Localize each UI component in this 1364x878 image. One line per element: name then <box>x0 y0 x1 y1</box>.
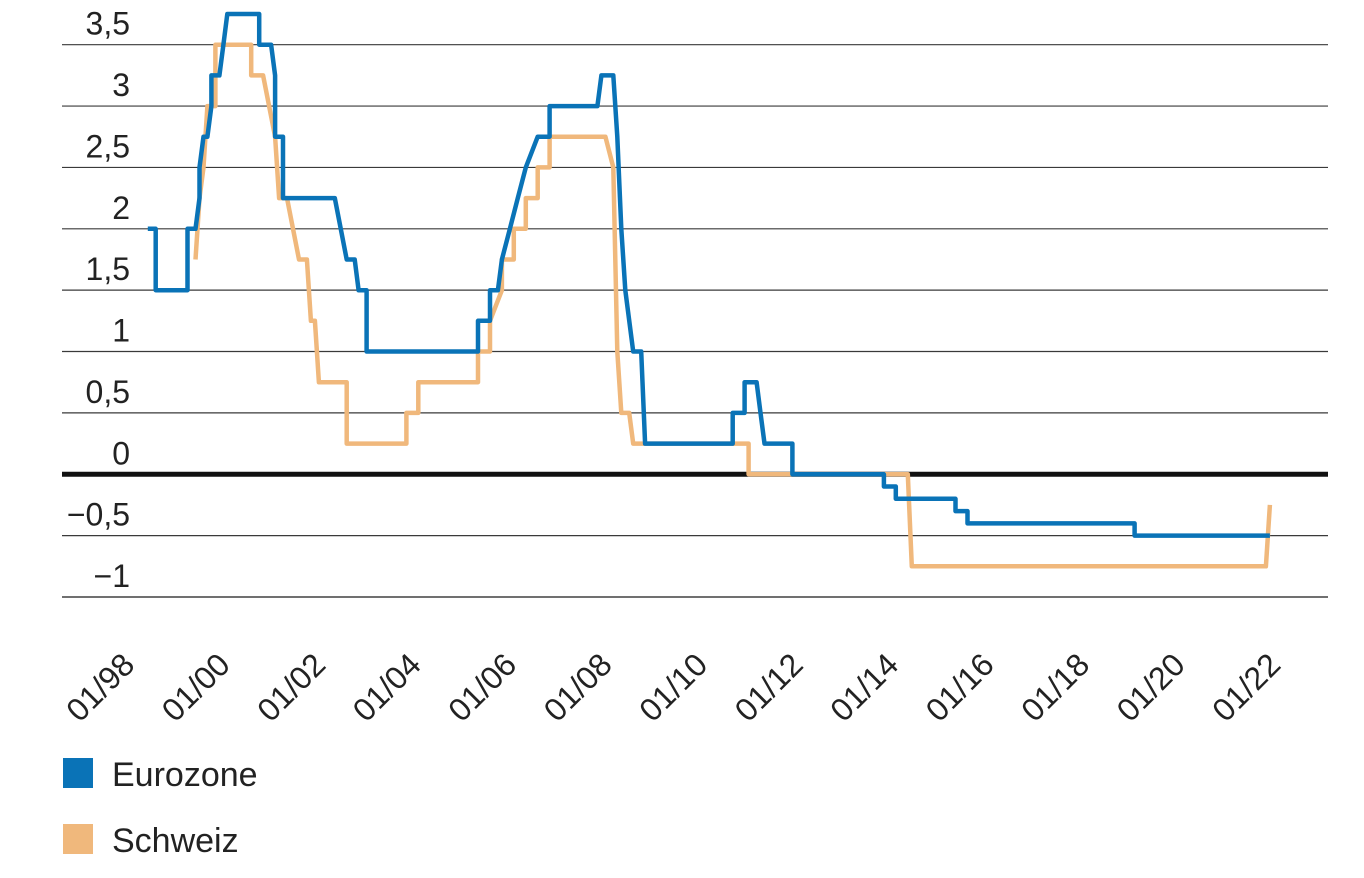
x-tick-label: 01/10 <box>632 646 714 728</box>
legend-label-schweiz: Schweiz <box>112 822 239 860</box>
x-tick-label: 01/18 <box>1014 646 1096 728</box>
x-tick-label: 01/98 <box>59 646 141 728</box>
x-tick-label: 01/08 <box>537 646 619 728</box>
y-tick-label: 1 <box>112 313 130 349</box>
y-tick-label: −0,5 <box>67 497 130 533</box>
x-tick-label: 01/04 <box>346 646 428 728</box>
x-tick-label: 01/22 <box>1205 646 1287 728</box>
y-tick-label: 0 <box>112 435 130 471</box>
x-tick-label: 01/14 <box>823 646 905 728</box>
y-axis-ticks: 3,5 3 2,5 2 1,5 1 0,5 0 −0,5 −1 <box>67 6 130 594</box>
x-tick-label: 01/06 <box>441 646 523 728</box>
x-tick-label: 01/20 <box>1110 646 1192 728</box>
x-tick-label: 01/16 <box>919 646 1001 728</box>
x-tick-label: 01/12 <box>728 646 810 728</box>
grid-lines <box>62 44 1328 598</box>
y-tick-label: 1,5 <box>86 251 130 287</box>
y-tick-label: 3 <box>112 67 130 103</box>
legend-swatch-eurozone <box>63 758 93 788</box>
y-tick-label: 0,5 <box>86 374 130 410</box>
series-line-eurozone <box>147 11 1270 538</box>
y-tick-label: 2 <box>112 190 130 226</box>
legend-swatch-schweiz <box>63 824 93 854</box>
y-tick-label: 3,5 <box>86 6 130 42</box>
series-lines <box>147 11 1273 569</box>
legend: Eurozone Schweiz <box>63 756 258 860</box>
x-axis-ticks: 01/98 01/00 01/02 01/04 01/06 01/08 01/10 01/12… <box>59 646 1287 728</box>
legend-label-eurozone: Eurozone <box>112 756 258 794</box>
x-tick-label: 01/00 <box>155 646 237 728</box>
series-line-schweiz <box>193 42 1273 569</box>
y-tick-label: −1 <box>94 558 130 594</box>
y-tick-label: 2,5 <box>86 128 130 164</box>
x-tick-label: 01/02 <box>250 646 332 728</box>
